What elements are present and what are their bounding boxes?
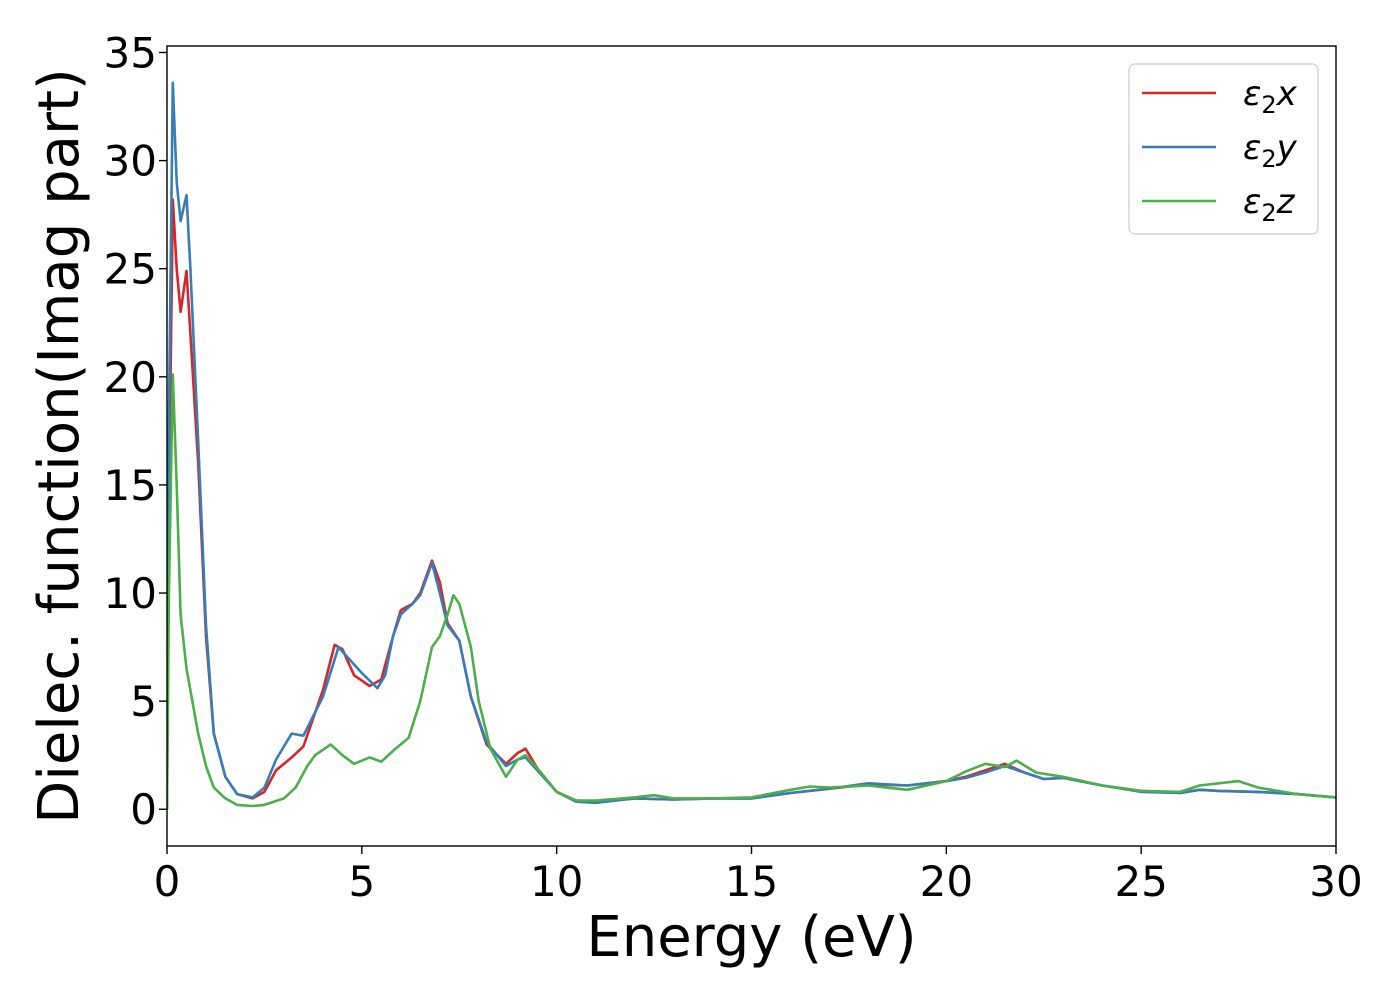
x-axis-ticks: 0 5 10 15 20 25 30 [154, 846, 1363, 906]
x-tick-label: 0 [154, 857, 181, 906]
x-tick-label: 25 [1114, 857, 1167, 906]
plot-area [167, 81, 1336, 810]
x-tick-label: 30 [1309, 857, 1362, 906]
legend: ε2x ε2y ε2z [1128, 63, 1319, 235]
legend-label-z: ε2z [1243, 182, 1296, 227]
x-tick-label: 5 [348, 857, 375, 906]
legend-label-y: ε2y [1243, 128, 1298, 173]
legend-label-x: ε2x [1243, 74, 1298, 119]
y-axis-ticks: 0 5 10 15 20 25 30 35 [104, 28, 167, 834]
x-tick-label: 20 [920, 857, 973, 906]
y-tick-label: 30 [104, 137, 157, 186]
y-tick-label: 10 [104, 569, 157, 618]
plot-frame [166, 45, 1337, 847]
y-tick-label: 20 [104, 353, 157, 402]
y-axis-label: Dielec. function(Imag part) [27, 68, 92, 824]
y-tick-label: 15 [104, 461, 157, 510]
series-line-z [167, 373, 1336, 810]
y-tick-label: 5 [130, 677, 157, 726]
series-line-y [167, 81, 1336, 810]
x-tick-label: 10 [530, 857, 583, 906]
x-tick-label: 15 [725, 857, 778, 906]
y-tick-label: 25 [104, 245, 157, 294]
legend-box [1128, 63, 1319, 235]
x-axis-label: Energy (eV) [586, 905, 916, 970]
series-line-x [167, 198, 1336, 810]
y-tick-label: 0 [130, 785, 157, 834]
y-tick-label: 35 [104, 28, 157, 77]
